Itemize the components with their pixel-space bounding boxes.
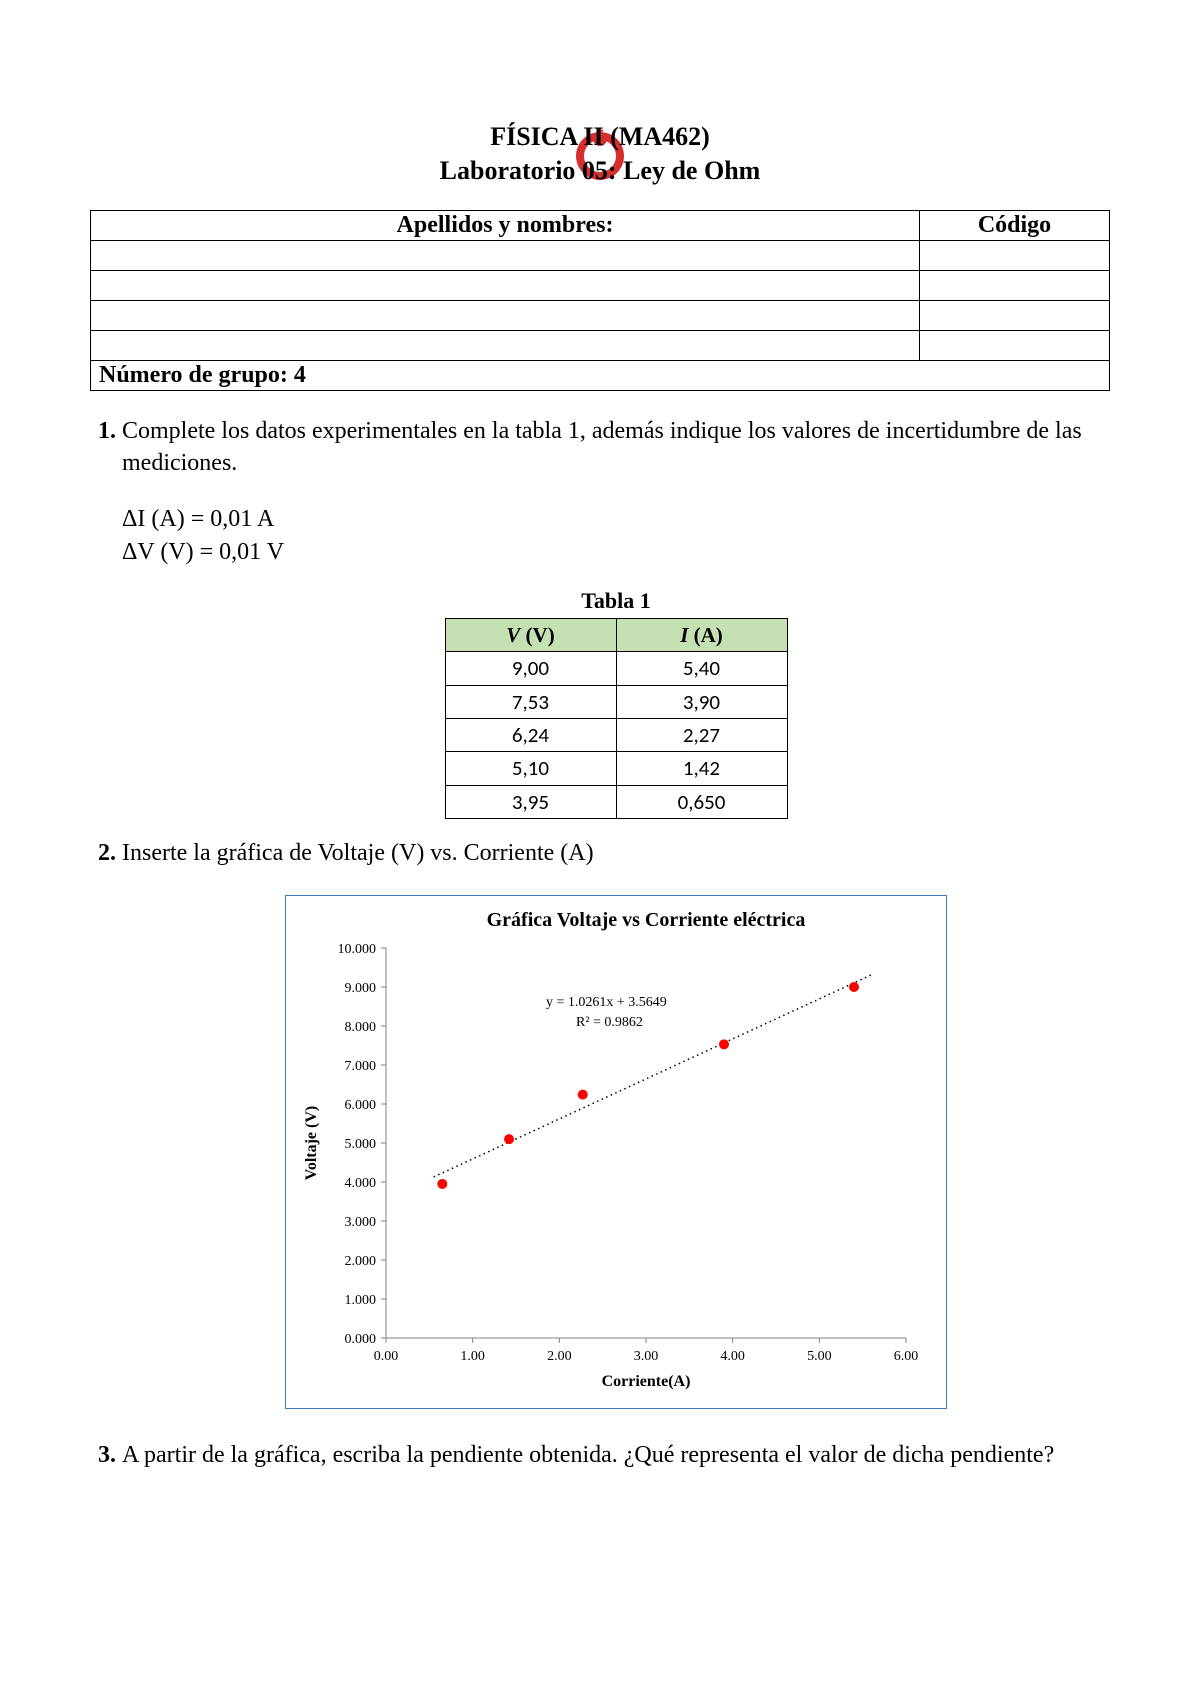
tabla1-row: 7,533,90 bbox=[445, 685, 787, 718]
question-3: A partir de la gráfica, escriba la pendi… bbox=[122, 1439, 1110, 1471]
header-title-line2: Laboratorio 05: Ley de Ohm bbox=[90, 154, 1110, 188]
svg-text:6.000: 6.000 bbox=[345, 1098, 377, 1113]
code-header: Código bbox=[920, 210, 1110, 240]
names-row bbox=[91, 300, 1110, 330]
svg-text:9.000: 9.000 bbox=[345, 981, 377, 996]
svg-text:8.000: 8.000 bbox=[345, 1020, 377, 1035]
tabla1-header-i: I (A) bbox=[616, 618, 787, 651]
voltage-current-chart: Gráfica Voltaje vs Corriente eléctrica 0.… bbox=[286, 896, 946, 1408]
tabla1-header-v: V (V) bbox=[445, 618, 616, 651]
svg-text:R² = 0.9862: R² = 0.9862 bbox=[576, 1015, 643, 1030]
svg-text:3.000: 3.000 bbox=[345, 1215, 377, 1230]
question-1: Complete los datos experimentales en la … bbox=[122, 415, 1110, 819]
svg-text:1.00: 1.00 bbox=[460, 1349, 485, 1364]
question-list: Complete los datos experimentales en la … bbox=[90, 415, 1110, 1471]
question-3-text: A partir de la gráfica, escriba la pendi… bbox=[122, 1442, 1054, 1468]
svg-text:10.000: 10.000 bbox=[338, 942, 377, 957]
svg-text:3.00: 3.00 bbox=[634, 1349, 659, 1364]
question-2: Inserte la gráfica de Voltaje (V) vs. Co… bbox=[122, 837, 1110, 1419]
svg-text:Voltaje (V): Voltaje (V) bbox=[303, 1106, 320, 1181]
question-2-text: Inserte la gráfica de Voltaje (V) vs. Co… bbox=[122, 840, 594, 866]
svg-text:4.000: 4.000 bbox=[345, 1176, 377, 1191]
svg-text:y = 1.0261x + 3.5649: y = 1.0261x + 3.5649 bbox=[546, 995, 667, 1010]
tabla1-row: 3,950,650 bbox=[445, 785, 787, 818]
names-row bbox=[91, 330, 1110, 360]
chart-container: Gráfica Voltaje vs Corriente eléctrica 0.… bbox=[285, 895, 947, 1409]
tabla1-row: 5,101,42 bbox=[445, 752, 787, 785]
names-row bbox=[91, 240, 1110, 270]
names-header: Apellidos y nombres: bbox=[91, 210, 920, 240]
group-label: Número de grupo: 4 bbox=[91, 360, 1110, 390]
svg-text:1.000: 1.000 bbox=[345, 1293, 377, 1308]
q1-delta-i: ΔI (A) = 0,01 A bbox=[122, 503, 1110, 535]
svg-text:7.000: 7.000 bbox=[345, 1059, 377, 1074]
tabla1: V (V) I (A) 9,005,40 7,533,90 6,242,27 5… bbox=[445, 618, 788, 819]
q1-delta-v: ΔV (V) = 0,01 V bbox=[122, 536, 1110, 568]
svg-text:6.00: 6.00 bbox=[894, 1349, 919, 1364]
svg-text:2.00: 2.00 bbox=[547, 1349, 572, 1364]
tabla1-row: 9,005,40 bbox=[445, 652, 787, 685]
svg-text:Corriente(A): Corriente(A) bbox=[602, 1373, 691, 1390]
names-table: Apellidos y nombres: Código Número de gr… bbox=[90, 210, 1110, 391]
document-header: FÍSICA II (MA462) Laboratorio 05: Ley de… bbox=[90, 120, 1110, 188]
svg-text:5.000: 5.000 bbox=[345, 1137, 377, 1152]
svg-text:4.00: 4.00 bbox=[720, 1349, 745, 1364]
svg-text:0.00: 0.00 bbox=[374, 1349, 399, 1364]
document-page: FÍSICA II (MA462) Laboratorio 05: Ley de… bbox=[0, 0, 1200, 1697]
names-row bbox=[91, 270, 1110, 300]
group-row: Número de grupo: 4 bbox=[91, 360, 1110, 390]
svg-text:5.00: 5.00 bbox=[807, 1349, 832, 1364]
svg-text:Gráfica Voltaje vs Corriente e: Gráfica Voltaje vs Corriente eléctrica bbox=[487, 909, 806, 931]
tabla1-row: 6,242,27 bbox=[445, 718, 787, 751]
header-title-line1: FÍSICA II (MA462) bbox=[90, 120, 1110, 154]
svg-text:0.000: 0.000 bbox=[345, 1332, 377, 1347]
svg-text:2.000: 2.000 bbox=[345, 1254, 377, 1269]
question-1-text: Complete los datos experimentales en la … bbox=[122, 418, 1082, 476]
tabla1-caption: Tabla 1 bbox=[122, 586, 1110, 616]
